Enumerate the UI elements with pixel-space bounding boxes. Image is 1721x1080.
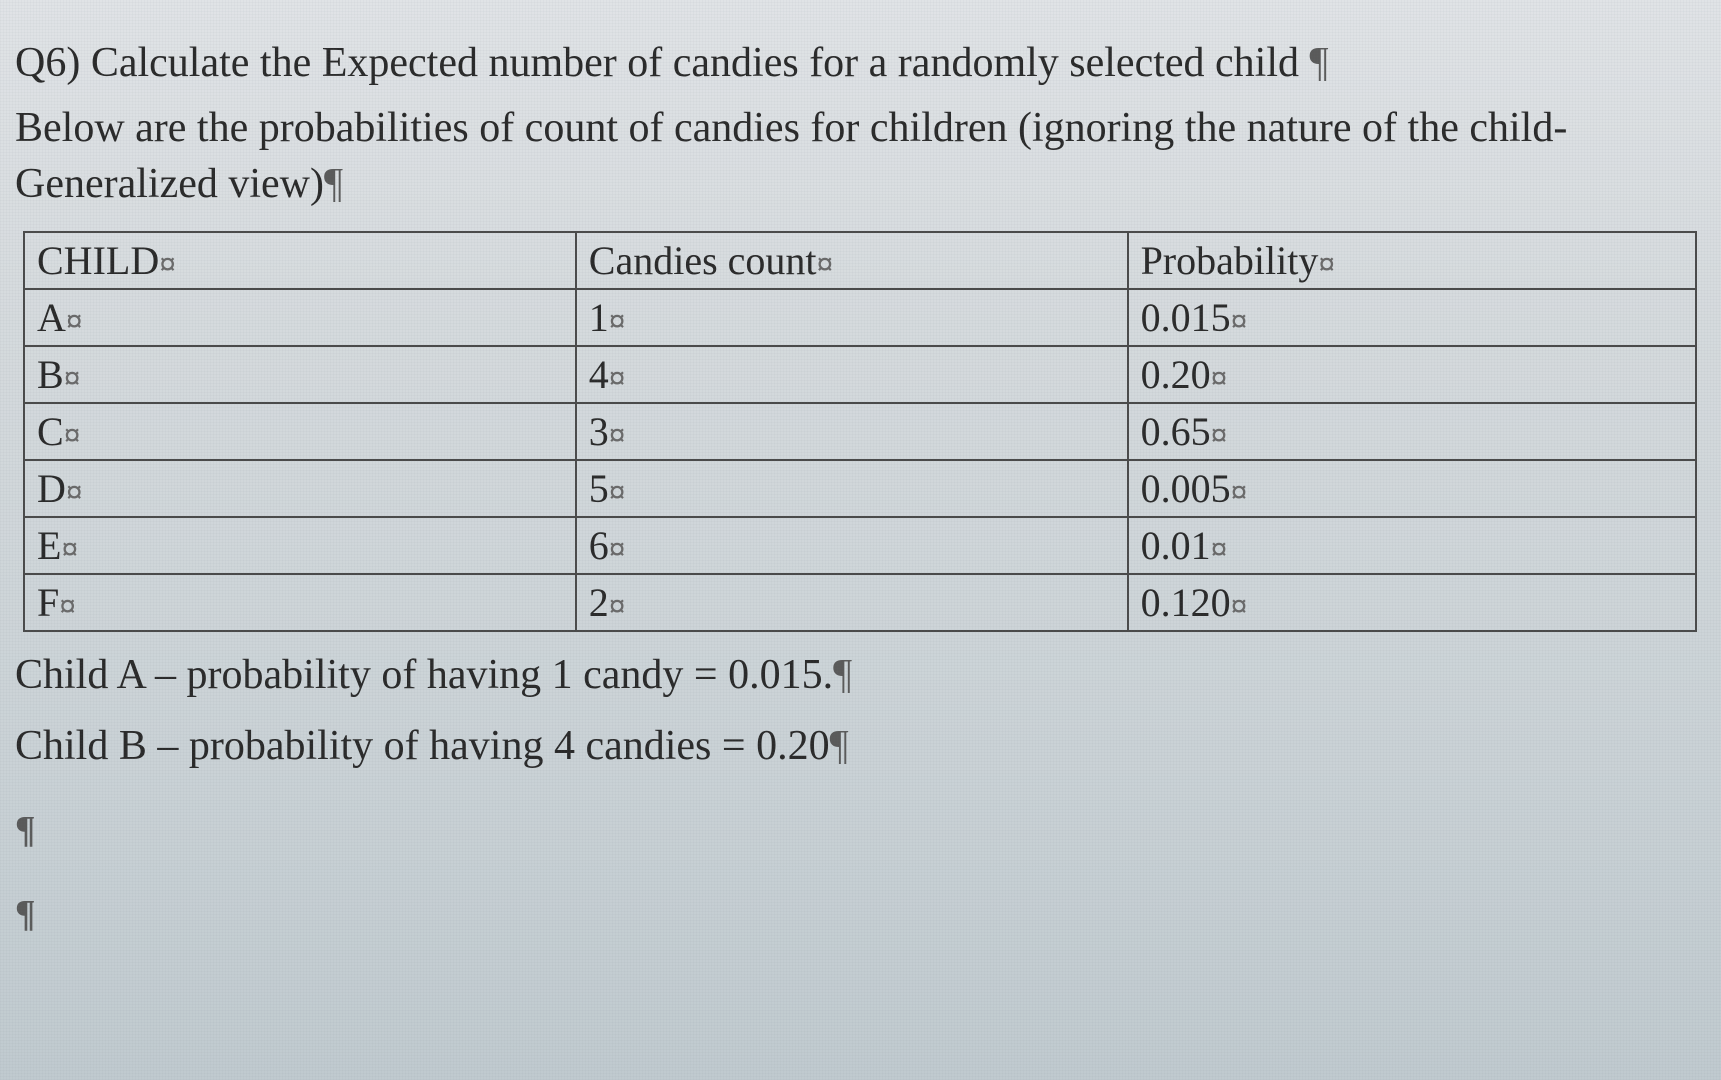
pilcrow-icon: ¶	[324, 161, 343, 207]
question-description: Below are the probabilities of count of …	[15, 100, 1706, 213]
cell-count: 1¤	[576, 289, 1128, 346]
cell-probability: 0.01¤	[1128, 517, 1697, 574]
cell-text: 2	[589, 580, 609, 625]
cell-text: 1	[589, 295, 609, 340]
cell-text: 0.65	[1141, 409, 1211, 454]
cell-text: 0.20	[1141, 352, 1211, 397]
cell-text: 0.120	[1141, 580, 1231, 625]
cell-end-icon: ¤	[609, 476, 626, 509]
cell-count: 6¤	[576, 517, 1128, 574]
pilcrow-icon: ¶	[830, 723, 849, 769]
table-row: F¤ 2¤ 0.120¤	[24, 574, 1696, 631]
example-line-b: Child B – probability of having 4 candie…	[15, 715, 1706, 778]
example-text: Child A – probability of having 1 candy …	[15, 652, 833, 698]
header-probability-text: Probability	[1141, 238, 1319, 283]
document-page: Q6) Calculate the Expected number of can…	[0, 0, 1721, 1080]
cell-end-icon: ¤	[1318, 248, 1335, 281]
document-content: Q6) Calculate the Expected number of can…	[15, 20, 1706, 936]
header-child: CHILD¤	[24, 232, 576, 289]
cell-text: 0.005	[1141, 466, 1231, 511]
cell-text: 6	[589, 523, 609, 568]
question-number: Q6)	[15, 40, 91, 86]
empty-paragraph: ¶	[15, 892, 1706, 936]
table-row: D¤ 5¤ 0.005¤	[24, 460, 1696, 517]
cell-end-icon: ¤	[1231, 476, 1248, 509]
cell-child: A¤	[24, 289, 576, 346]
cell-end-icon: ¤	[64, 362, 81, 395]
cell-end-icon: ¤	[609, 590, 626, 623]
cell-end-icon: ¤	[1231, 305, 1248, 338]
cell-end-icon: ¤	[609, 419, 626, 452]
empty-paragraph: ¶	[15, 808, 1706, 852]
cell-child: E¤	[24, 517, 576, 574]
pilcrow-icon: ¶	[833, 652, 852, 698]
header-count: Candies count¤	[576, 232, 1128, 289]
cell-probability: 0.65¤	[1128, 403, 1697, 460]
question-title: Q6) Calculate the Expected number of can…	[15, 35, 1706, 92]
pilcrow-icon: ¶	[15, 809, 36, 851]
cell-text: 5	[589, 466, 609, 511]
cell-end-icon: ¤	[609, 362, 626, 395]
table-row: B¤ 4¤ 0.20¤	[24, 346, 1696, 403]
header-child-text: CHILD	[37, 238, 159, 283]
cell-text: B	[37, 352, 64, 397]
cell-end-icon: ¤	[61, 533, 78, 566]
cell-count: 3¤	[576, 403, 1128, 460]
cell-end-icon: ¤	[1211, 533, 1228, 566]
cell-end-icon: ¤	[66, 476, 83, 509]
cell-child: F¤	[24, 574, 576, 631]
cell-text: 0.01	[1141, 523, 1211, 568]
cell-probability: 0.120¤	[1128, 574, 1697, 631]
example-line-a: Child A – probability of having 1 candy …	[15, 644, 1706, 707]
cell-count: 5¤	[576, 460, 1128, 517]
cell-probability: 0.005¤	[1128, 460, 1697, 517]
cell-end-icon: ¤	[66, 305, 83, 338]
cell-text: C	[37, 409, 64, 454]
cell-text: E	[37, 523, 61, 568]
cell-text: 4	[589, 352, 609, 397]
cell-child: D¤	[24, 460, 576, 517]
cell-end-icon: ¤	[1211, 362, 1228, 395]
cell-end-icon: ¤	[609, 533, 626, 566]
table-header-row: CHILD¤ Candies count¤ Probability¤	[24, 232, 1696, 289]
table-row: E¤ 6¤ 0.01¤	[24, 517, 1696, 574]
cell-end-icon: ¤	[64, 419, 81, 452]
cell-probability: 0.015¤	[1128, 289, 1697, 346]
cell-end-icon: ¤	[1211, 419, 1228, 452]
cell-count: 4¤	[576, 346, 1128, 403]
cell-text: 0.015	[1141, 295, 1231, 340]
cell-end-icon: ¤	[59, 590, 76, 623]
probability-table: CHILD¤ Candies count¤ Probability¤ A¤ 1¤…	[23, 231, 1697, 632]
question-text: Calculate the Expected number of candies…	[91, 40, 1310, 86]
cell-end-icon: ¤	[609, 305, 626, 338]
header-count-text: Candies count	[589, 238, 817, 283]
cell-probability: 0.20¤	[1128, 346, 1697, 403]
pilcrow-icon: ¶	[15, 893, 36, 935]
cell-count: 2¤	[576, 574, 1128, 631]
description-text: Below are the probabilities of count of …	[15, 105, 1567, 208]
cell-end-icon: ¤	[1231, 590, 1248, 623]
cell-child: C¤	[24, 403, 576, 460]
example-text: Child B – probability of having 4 candie…	[15, 723, 830, 769]
cell-text: F	[37, 580, 59, 625]
cell-text: A	[37, 295, 66, 340]
pilcrow-icon: ¶	[1310, 40, 1329, 86]
table-row: A¤ 1¤ 0.015¤	[24, 289, 1696, 346]
cell-end-icon: ¤	[817, 248, 834, 281]
cell-text: 3	[589, 409, 609, 454]
cell-text: D	[37, 466, 66, 511]
cell-child: B¤	[24, 346, 576, 403]
cell-end-icon: ¤	[159, 248, 176, 281]
table-row: C¤ 3¤ 0.65¤	[24, 403, 1696, 460]
header-probability: Probability¤	[1128, 232, 1697, 289]
